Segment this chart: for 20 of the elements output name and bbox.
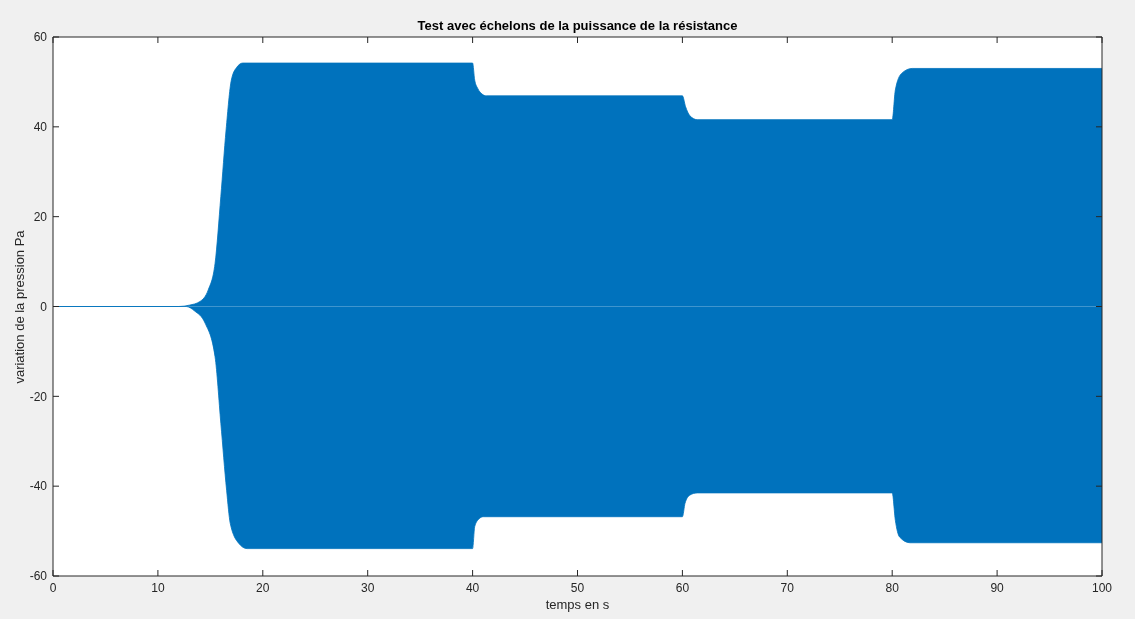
x-tick-label: 50: [570, 580, 585, 595]
chart-title: Test avec échelons de la puissance de la résistance: [416, 18, 739, 33]
x-tick-label: 40: [465, 580, 480, 595]
x-tick-label: 30: [361, 580, 375, 595]
y-tick-label: 0: [40, 299, 48, 314]
x-tick-label: 60: [675, 580, 690, 595]
x-tick-label: 10: [151, 580, 165, 595]
y-axis-title: variation de la pression Pa: [11, 229, 27, 384]
x-tick-label: 80: [885, 580, 900, 595]
y-tick-label: -20: [29, 389, 48, 404]
y-tick-label: 60: [33, 30, 48, 45]
x-tick-label: 90: [990, 580, 1005, 595]
x-tick-label: 70: [780, 580, 795, 595]
y-tick-label: -40: [29, 479, 48, 494]
x-axis-title: temps en s: [544, 597, 611, 612]
x-tick-label: 100: [1091, 580, 1113, 595]
x-tick-label: 20: [256, 580, 270, 595]
y-tick-label: 20: [33, 209, 48, 224]
y-tick-label: 40: [33, 120, 48, 135]
y-tick-label: -60: [29, 569, 48, 584]
